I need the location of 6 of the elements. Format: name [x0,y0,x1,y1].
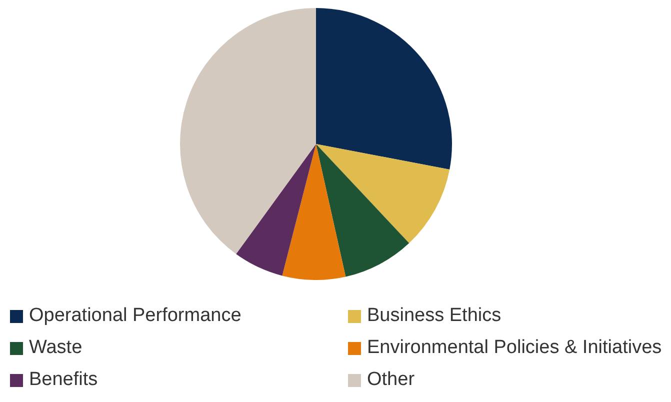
legend-label: Operational Performance [29,305,242,327]
legend-label: Benefits [29,369,98,391]
legend-label: Other [367,369,415,391]
legend-label: Business Ethics [367,305,502,327]
legend-label: Environmental Policies & Initiatives [367,337,662,359]
legend-label: Waste [29,337,82,359]
